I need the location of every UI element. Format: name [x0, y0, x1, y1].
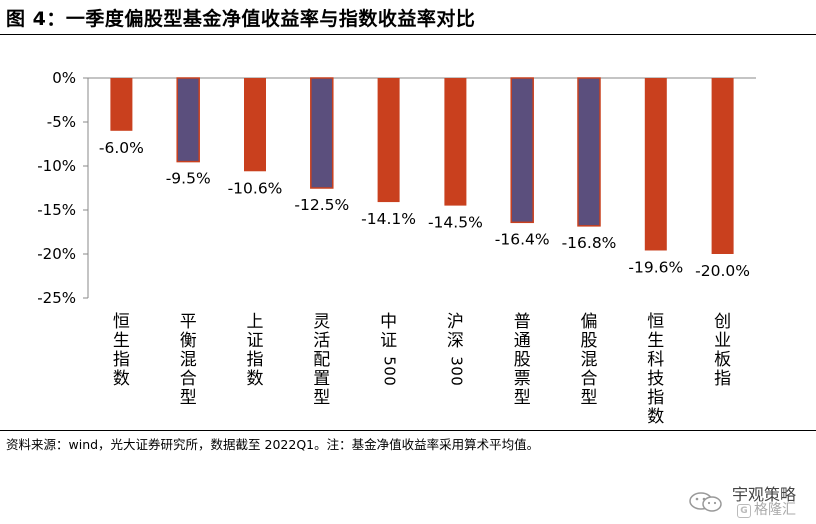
gelonghui-logo-icon: G	[737, 503, 751, 518]
svg-text:数: 数	[647, 407, 664, 427]
svg-text:数: 数	[247, 369, 264, 389]
svg-text:混: 混	[581, 350, 598, 370]
y-tick-label: -15%	[37, 201, 76, 219]
bar	[577, 77, 601, 227]
figure-title: 图 4：一季度偏股型基金净值收益率与指数收益率对比	[6, 8, 476, 30]
svg-text:合: 合	[180, 369, 197, 389]
svg-text:指: 指	[647, 388, 664, 408]
data-label: -9.5%	[166, 170, 211, 188]
svg-text:型: 型	[514, 388, 531, 408]
y-tick-label: 0%	[52, 69, 76, 87]
axis-layer: 0% -5% -10% -15% -20% -25%	[37, 69, 756, 307]
svg-text:票: 票	[514, 369, 531, 389]
watermark-name: 宇观策略	[731, 484, 796, 504]
svg-text:衡: 衡	[180, 331, 197, 351]
svg-text:股: 股	[514, 350, 531, 370]
source-note: 资料来源：wind，光大证券研究所，数据截至 2022Q1。注：基金净值收益率采…	[6, 437, 540, 452]
svg-text:0: 0	[447, 366, 465, 376]
y-tick-label: -25%	[37, 289, 76, 307]
data-label: -12.5%	[294, 196, 349, 214]
svg-text:5: 5	[381, 356, 399, 366]
svg-text:中: 中	[380, 312, 397, 332]
data-label: -16.4%	[495, 230, 550, 248]
bar	[644, 78, 667, 251]
svg-text:活: 活	[313, 331, 330, 351]
bar-layer	[110, 77, 734, 254]
svg-text:0: 0	[447, 376, 465, 386]
svg-text:混: 混	[180, 350, 197, 370]
data-label: -14.5%	[428, 214, 483, 232]
svg-text:0: 0	[381, 366, 399, 376]
data-label: -14.1%	[361, 210, 416, 228]
data-label: -16.8%	[562, 234, 617, 252]
svg-text:股: 股	[581, 331, 598, 351]
svg-text:平: 平	[180, 312, 197, 332]
category-layer: 恒生指数平衡混合型上证指数灵活配置型中证500沪深300普通股票型偏股混合型恒生…	[113, 312, 731, 427]
y-tick-label: -10%	[37, 157, 76, 175]
svg-text:上: 上	[247, 312, 264, 332]
svg-text:指: 指	[714, 369, 731, 389]
title-rule	[0, 34, 816, 35]
watermark-sub-text: 格隆汇	[754, 502, 796, 519]
svg-text:数: 数	[113, 369, 130, 389]
bar	[510, 77, 534, 224]
bar	[110, 78, 133, 131]
svg-text:型: 型	[180, 388, 197, 408]
svg-text:技: 技	[647, 369, 664, 389]
bar	[176, 77, 200, 163]
bar	[711, 78, 734, 254]
svg-text:科: 科	[647, 350, 664, 370]
data-label: -20.0%	[695, 262, 750, 280]
svg-text:证: 证	[380, 331, 397, 351]
data-label: -19.6%	[628, 258, 683, 276]
svg-text:0: 0	[381, 376, 399, 386]
svg-text:恒: 恒	[113, 312, 130, 332]
bar	[310, 77, 334, 189]
svg-text:普: 普	[514, 312, 531, 332]
svg-text:板: 板	[714, 350, 731, 370]
svg-text:合: 合	[581, 369, 598, 389]
svg-text:生: 生	[113, 331, 130, 351]
svg-text:配: 配	[313, 350, 330, 370]
svg-text:创: 创	[714, 312, 731, 332]
svg-text:生: 生	[647, 331, 664, 351]
bar-chart: 0% -5% -10% -15% -20% -25% -6.0% -9.5% -10.6% -1…	[37, 69, 756, 427]
data-label: -6.0%	[99, 139, 144, 157]
svg-text:型: 型	[313, 388, 330, 408]
svg-text:3: 3	[447, 356, 465, 366]
y-tick-label: -20%	[37, 245, 76, 263]
svg-text:证: 证	[247, 331, 264, 351]
bar	[244, 78, 266, 172]
watermark-sub: G 格隆汇	[737, 503, 796, 518]
svg-text:恒: 恒	[647, 312, 664, 332]
svg-text:偏: 偏	[581, 312, 598, 332]
label-layer: -6.0% -9.5% -10.6% -12.5% -14.1% -14.5% -16.4%…	[99, 139, 750, 280]
wechat-icon	[689, 492, 722, 512]
y-tick-label: -5%	[47, 113, 76, 131]
svg-text:型: 型	[581, 388, 598, 408]
svg-text:置: 置	[313, 369, 330, 389]
svg-text:灵: 灵	[313, 312, 330, 332]
svg-text:通: 通	[514, 331, 531, 351]
svg-text:深: 深	[447, 331, 464, 351]
svg-text:指: 指	[247, 350, 264, 370]
note-rule	[0, 430, 816, 431]
bar	[377, 78, 400, 203]
svg-text:指: 指	[113, 350, 130, 370]
svg-text:业: 业	[714, 331, 731, 351]
watermark: 宇观策略 G 格隆汇	[688, 484, 796, 518]
data-label: -10.6%	[228, 179, 283, 197]
bar	[444, 78, 467, 206]
svg-text:沪: 沪	[447, 312, 464, 332]
